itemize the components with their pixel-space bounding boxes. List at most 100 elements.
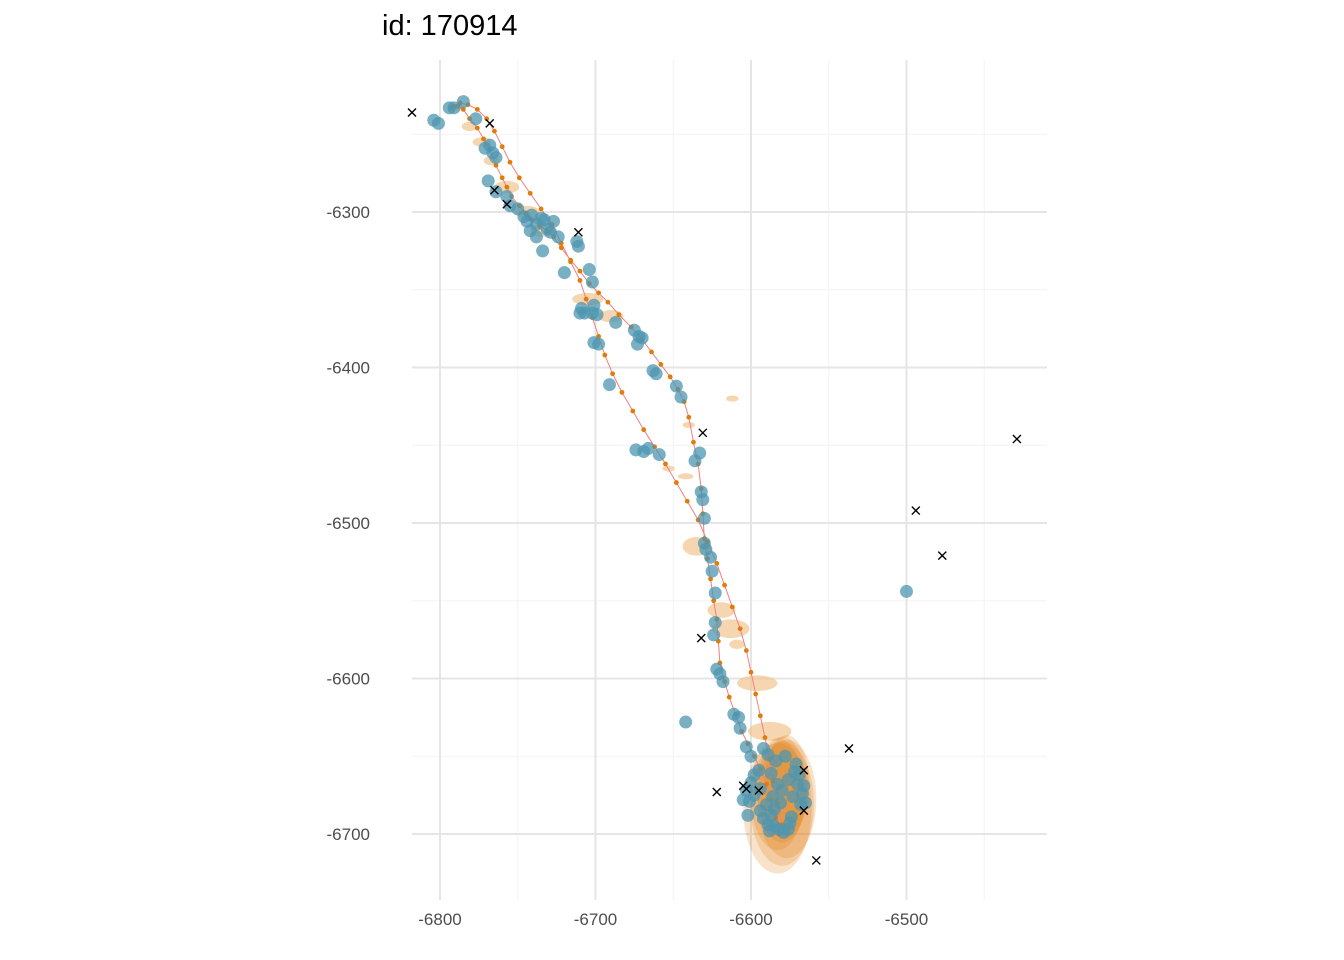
uncertainty-ellipse bbox=[677, 473, 694, 480]
track-point bbox=[527, 190, 533, 196]
cross-stroke bbox=[485, 118, 495, 128]
observed-point bbox=[602, 378, 616, 392]
track-point bbox=[474, 106, 480, 112]
cross-stroke bbox=[937, 551, 947, 561]
outlier-cross bbox=[698, 428, 708, 438]
observed-point bbox=[489, 151, 503, 165]
cross-stroke bbox=[844, 743, 854, 753]
cross-stroke bbox=[696, 633, 706, 643]
track-point bbox=[753, 691, 759, 697]
observed-point bbox=[635, 331, 649, 345]
observed-point bbox=[547, 214, 561, 228]
cross-stroke bbox=[712, 787, 722, 797]
outlier-cross bbox=[573, 227, 583, 237]
track-point bbox=[673, 480, 679, 485]
observed-point bbox=[592, 337, 606, 351]
cross-stroke bbox=[811, 855, 821, 865]
observed-point bbox=[585, 275, 599, 289]
observed-point bbox=[708, 616, 722, 630]
x-tick-label: -6600 bbox=[729, 910, 772, 929]
track-point bbox=[602, 352, 608, 358]
track-point bbox=[630, 408, 636, 414]
outlier-cross bbox=[799, 765, 809, 775]
cross-stroke bbox=[573, 227, 583, 237]
y-tick-label: -6600 bbox=[327, 670, 370, 689]
track-point bbox=[616, 312, 622, 318]
observed-point bbox=[741, 808, 755, 822]
y-tick-label: -6400 bbox=[327, 359, 370, 378]
observed-point bbox=[529, 230, 543, 244]
observed-point bbox=[582, 263, 596, 277]
outlier-cross bbox=[696, 633, 706, 643]
track-point bbox=[748, 669, 754, 675]
track-point bbox=[558, 245, 564, 251]
track-point bbox=[641, 427, 647, 433]
cross-stroke bbox=[502, 199, 512, 209]
observed-point bbox=[431, 116, 445, 130]
track-point bbox=[649, 349, 654, 355]
observed-point bbox=[456, 95, 470, 109]
outlier-cross bbox=[911, 506, 921, 516]
observed-point bbox=[481, 174, 495, 188]
track-point bbox=[583, 296, 589, 302]
track-point bbox=[577, 278, 583, 283]
y-tick-label: -6300 bbox=[327, 203, 370, 222]
track-point bbox=[577, 268, 583, 274]
observed-point bbox=[760, 797, 774, 811]
observed-point bbox=[900, 584, 913, 598]
outlier-cross bbox=[811, 855, 821, 865]
observed-point bbox=[551, 230, 565, 244]
observed-points bbox=[427, 95, 913, 839]
observed-point bbox=[781, 773, 795, 787]
observed-point bbox=[716, 675, 730, 689]
cross-stroke bbox=[407, 107, 417, 117]
observed-point bbox=[469, 112, 483, 126]
outlier-cross bbox=[754, 785, 764, 795]
track-point bbox=[686, 414, 692, 420]
track-point bbox=[499, 144, 505, 150]
track-point bbox=[757, 713, 763, 719]
uncertainty-ellipse bbox=[747, 722, 792, 741]
track-point bbox=[538, 206, 544, 212]
observed-point bbox=[784, 810, 798, 824]
outlier-cross bbox=[741, 784, 751, 794]
track-point bbox=[460, 106, 466, 112]
observed-point bbox=[652, 448, 666, 462]
observed-point bbox=[536, 244, 550, 258]
outlier-cross bbox=[502, 199, 512, 209]
outlier-cross bbox=[799, 806, 809, 816]
observed-point bbox=[770, 777, 784, 791]
observed-point bbox=[778, 749, 792, 763]
observed-point bbox=[669, 379, 683, 393]
track-point bbox=[596, 290, 602, 296]
observed-point bbox=[641, 441, 655, 455]
track-point bbox=[729, 604, 735, 610]
outlier-cross bbox=[485, 118, 495, 128]
observed-point bbox=[797, 779, 811, 793]
track-point bbox=[726, 694, 732, 700]
observed-point bbox=[679, 715, 693, 729]
track-point bbox=[714, 561, 720, 566]
uncertainty-ellipse bbox=[682, 421, 696, 429]
track-point bbox=[743, 648, 749, 653]
track-point bbox=[619, 389, 625, 395]
cross-stroke bbox=[754, 785, 764, 795]
track-point bbox=[663, 461, 668, 467]
uncertainty-ellipse bbox=[726, 395, 739, 402]
cross-stroke bbox=[698, 428, 708, 438]
track-point bbox=[667, 374, 673, 380]
x-tick-label: -6700 bbox=[574, 910, 617, 929]
observed-point bbox=[798, 796, 812, 810]
outlier-crosses bbox=[407, 107, 1022, 865]
track-point bbox=[708, 576, 713, 582]
track-point bbox=[499, 175, 505, 181]
uncertainty-ellipse bbox=[729, 639, 745, 649]
observed-point bbox=[789, 757, 803, 771]
track-point bbox=[691, 439, 696, 445]
outlier-cross bbox=[489, 185, 499, 195]
observed-point bbox=[708, 586, 722, 600]
outlier-cross bbox=[1012, 434, 1022, 444]
track-point bbox=[762, 735, 768, 740]
outlier-cross bbox=[844, 743, 854, 753]
